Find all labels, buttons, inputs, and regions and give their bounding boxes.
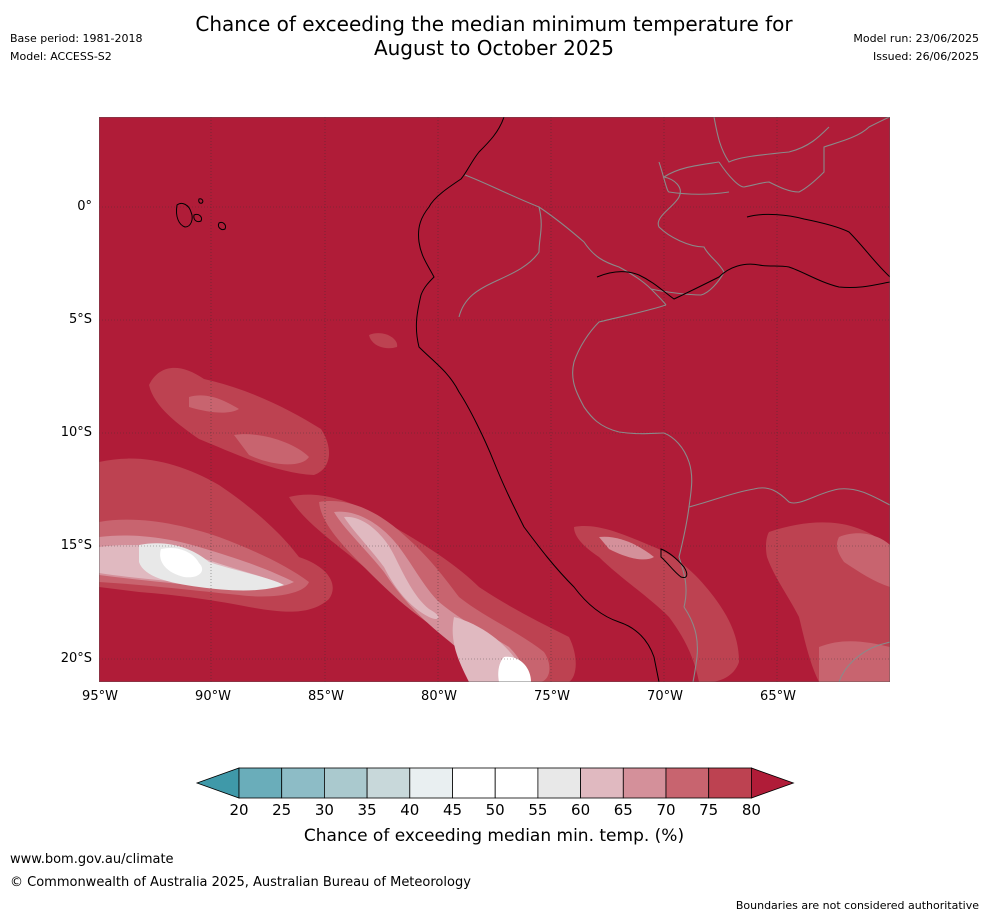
base-period: Base period: 1981-2018 bbox=[10, 32, 143, 45]
colorbar bbox=[195, 767, 795, 799]
colorbar-tick-label: 65 bbox=[613, 801, 633, 819]
lon-label-75w: 75°W bbox=[534, 689, 570, 704]
patch-50-southeast bbox=[498, 656, 531, 682]
colorbar-swatch bbox=[494, 767, 539, 799]
lat-label-0: 0° bbox=[77, 199, 92, 214]
meta-right: Model run: 23/06/2025 Issued: 26/06/2025 bbox=[853, 30, 979, 66]
colorbar-swatch bbox=[537, 767, 581, 799]
model-run: Model run: 23/06/2025 bbox=[853, 32, 979, 45]
country-boundaries bbox=[458, 117, 890, 682]
colorbar-tick-label: 30 bbox=[314, 801, 334, 819]
colorbar-swatch bbox=[281, 767, 325, 799]
model-name: Model: ACCESS-S2 bbox=[10, 50, 112, 63]
lon-label-65w: 65°W bbox=[760, 689, 796, 704]
colorbar-swatch bbox=[622, 767, 667, 799]
colorbar-swatch bbox=[366, 767, 411, 799]
patch-60-band bbox=[344, 516, 439, 620]
patch-70-west-a bbox=[189, 395, 239, 413]
colorbar-label: Chance of exceeding median min. temp. (%… bbox=[303, 826, 685, 846]
colorbar-extend-high bbox=[751, 767, 795, 799]
colorbar-tick-label: 55 bbox=[528, 801, 548, 819]
colorbar-tick-label: 35 bbox=[357, 801, 377, 819]
patch-75-coast bbox=[369, 333, 398, 349]
footer-copyright: © Commonwealth of Australia 2025, Austra… bbox=[10, 875, 471, 890]
colorbar-swatch bbox=[665, 767, 710, 799]
patch-70-east bbox=[836, 533, 890, 587]
colorbar-tick-label: 40 bbox=[400, 801, 420, 819]
lake-titicaca bbox=[660, 548, 688, 578]
lon-label-85w: 85°W bbox=[308, 689, 344, 704]
colorbar-swatch bbox=[409, 767, 453, 799]
colorbar-tick-label: 60 bbox=[571, 801, 591, 819]
lon-label-90w: 90°W bbox=[195, 689, 231, 704]
colorbar-tick-label: 80 bbox=[741, 801, 761, 819]
colorbar-swatch bbox=[452, 767, 496, 799]
title-line-1: Chance of exceeding the median minimum t… bbox=[195, 12, 793, 36]
galapagos-islands bbox=[176, 198, 226, 230]
lon-label-95w: 95°W bbox=[82, 689, 118, 704]
patch-75-altiplano bbox=[574, 526, 739, 682]
colorbar-swatch bbox=[708, 767, 752, 799]
meta-left: Base period: 1981-2018 Model: ACCESS-S2 bbox=[10, 30, 142, 66]
colorbar-swatches bbox=[195, 767, 795, 799]
lon-label-70w: 70°W bbox=[647, 689, 683, 704]
colorbar-tick-label: 45 bbox=[442, 801, 463, 819]
patch-70-southeast bbox=[819, 641, 890, 682]
lon-label-80w: 80°W bbox=[421, 689, 457, 704]
lat-label-15s: 15°S bbox=[60, 538, 92, 553]
map-panel bbox=[99, 117, 890, 682]
colorbar-swatch bbox=[580, 767, 624, 799]
lat-label-5s: 5°S bbox=[68, 312, 92, 327]
colorbar-swatch bbox=[238, 767, 283, 799]
footer-url: www.bom.gov.au/climate bbox=[10, 852, 174, 867]
title-line-2: August to October 2025 bbox=[373, 36, 615, 60]
colorbar-extend-low bbox=[195, 767, 240, 799]
colorbar-tick-label: 50 bbox=[485, 801, 505, 819]
lat-label-10s: 10°S bbox=[60, 425, 92, 440]
colorbar-tick-label: 25 bbox=[272, 801, 292, 819]
pacific-anomaly-patches bbox=[99, 333, 576, 682]
colorbar-tick-label: 75 bbox=[699, 801, 719, 819]
lat-label-20s: 20°S bbox=[60, 651, 92, 666]
map-title: Chance of exceeding the median minimum t… bbox=[0, 12, 988, 60]
colorbar-swatch bbox=[323, 767, 368, 799]
graticule bbox=[99, 117, 890, 682]
patch-70-west-b bbox=[234, 434, 309, 465]
patch-50-south bbox=[160, 547, 203, 578]
issued-date: Issued: 26/06/2025 bbox=[872, 50, 979, 63]
colorbar-tick-label: 70 bbox=[656, 801, 676, 819]
coastline bbox=[415, 117, 890, 682]
patch-65-altiplano bbox=[599, 536, 654, 560]
colorbar-tick-label: 20 bbox=[229, 801, 249, 819]
land-anomaly-patches bbox=[574, 522, 890, 682]
footer-disclaimer: Boundaries are not considered authoritat… bbox=[735, 899, 979, 912]
